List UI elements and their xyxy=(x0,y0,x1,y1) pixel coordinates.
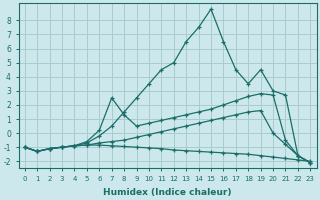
X-axis label: Humidex (Indice chaleur): Humidex (Indice chaleur) xyxy=(103,188,232,197)
